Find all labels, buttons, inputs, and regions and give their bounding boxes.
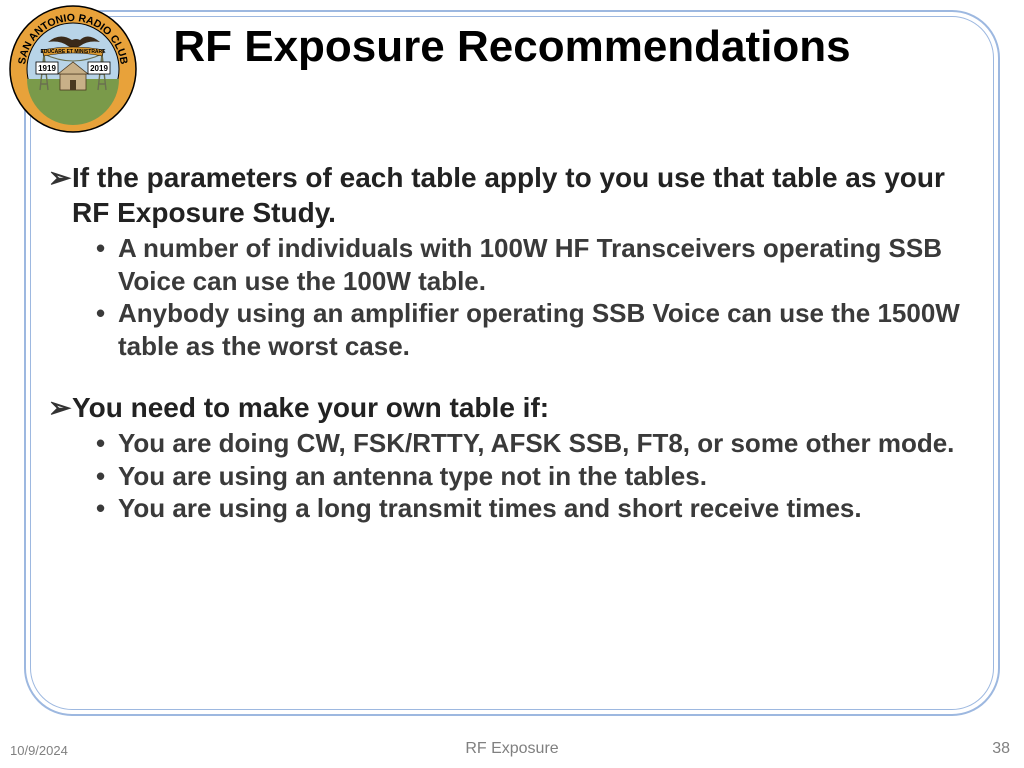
bullet-text: If the parameters of each table apply to… xyxy=(72,162,945,228)
bullet-text: You are doing CW, FSK/RTTY, AFSK SSB, FT… xyxy=(118,428,954,458)
slide-content: ➢If the parameters of each table apply t… xyxy=(48,160,964,525)
arrow-bullet-icon: ➢ xyxy=(48,160,72,195)
dot-bullet-icon: • xyxy=(96,232,118,265)
bullet-text: You are using an antenna type not in the… xyxy=(118,461,707,491)
bullet-level2: • Anybody using an amplifier operating S… xyxy=(96,297,964,362)
slide-title: RF Exposure Recommendations xyxy=(0,22,1024,73)
dot-bullet-icon: • xyxy=(96,427,118,460)
bullet-level2: • You are doing CW, FSK/RTTY, AFSK SSB, … xyxy=(96,427,964,460)
dot-bullet-icon: • xyxy=(96,492,118,525)
footer-title: RF Exposure xyxy=(0,740,1024,758)
bullet-text: A number of individuals with 100W HF Tra… xyxy=(118,233,942,296)
bullet-level2: • You are using a long transmit times an… xyxy=(96,492,964,525)
bullet-text: Anybody using an amplifier operating SSB… xyxy=(118,298,960,361)
dot-bullet-icon: • xyxy=(96,460,118,493)
bullet-level1: ➢If the parameters of each table apply t… xyxy=(48,160,964,230)
bullet-text: You are using a long transmit times and … xyxy=(118,493,862,523)
logo-year-left: 1919 xyxy=(38,64,56,73)
dot-bullet-icon: • xyxy=(96,297,118,330)
logo-banner-text: EDUCARE ET MINISTRARE xyxy=(40,49,106,55)
bullet-text: You need to make your own table if: xyxy=(72,392,549,423)
logo-year-right: 2019 xyxy=(90,64,108,73)
bullet-gap xyxy=(48,362,964,390)
bullet-level2: • A number of individuals with 100W HF T… xyxy=(96,232,964,297)
arrow-bullet-icon: ➢ xyxy=(48,390,72,425)
slide: SAN ANTONIO RADIO CLUB 100 YEARS 1919 20… xyxy=(0,0,1024,768)
bullet-level2: • You are using an antenna type not in t… xyxy=(96,460,964,493)
club-logo: SAN ANTONIO RADIO CLUB 100 YEARS 1919 20… xyxy=(8,4,138,134)
footer-page-number: 38 xyxy=(992,740,1010,758)
bullet-level1: ➢You need to make your own table if: xyxy=(48,390,964,425)
